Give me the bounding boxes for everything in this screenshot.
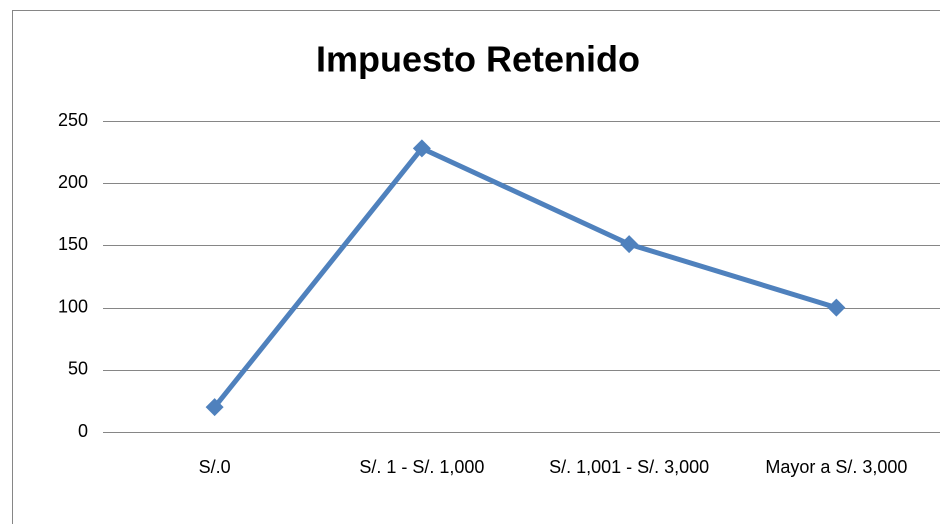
chart-border xyxy=(12,10,940,524)
data-marker xyxy=(205,398,224,417)
data-marker xyxy=(412,139,431,158)
data-marker xyxy=(620,235,639,254)
x-tick-label: S/.0 xyxy=(198,457,231,477)
y-tick-label: 150 xyxy=(58,234,88,254)
x-tick-label: S/. 1 - S/. 1,000 xyxy=(359,457,485,477)
y-tick-label: 0 xyxy=(78,421,88,441)
y-tick-label: 250 xyxy=(58,110,88,130)
x-tick-label: S/. 1,001 - S/. 3,000 xyxy=(549,457,710,477)
x-tick-label-box: S/. 1 - S/. 1,000 xyxy=(359,457,485,477)
x-tick-label-box: S/. 1,001 - S/. 3,000 xyxy=(549,457,710,477)
data-line xyxy=(212,145,838,409)
y-tick-label: 200 xyxy=(58,172,88,192)
x-tick-label: Mayor a S/. 3,000 xyxy=(765,457,908,477)
x-tick-label-box: Mayor a S/. 3,000 xyxy=(765,457,908,477)
data-marker xyxy=(827,298,846,317)
y-tick-label: 100 xyxy=(58,296,88,316)
y-tick-label: 50 xyxy=(68,359,88,379)
chart-title: Impuesto Retenido xyxy=(316,39,640,80)
x-tick-label-box: S/.0 xyxy=(198,457,231,477)
